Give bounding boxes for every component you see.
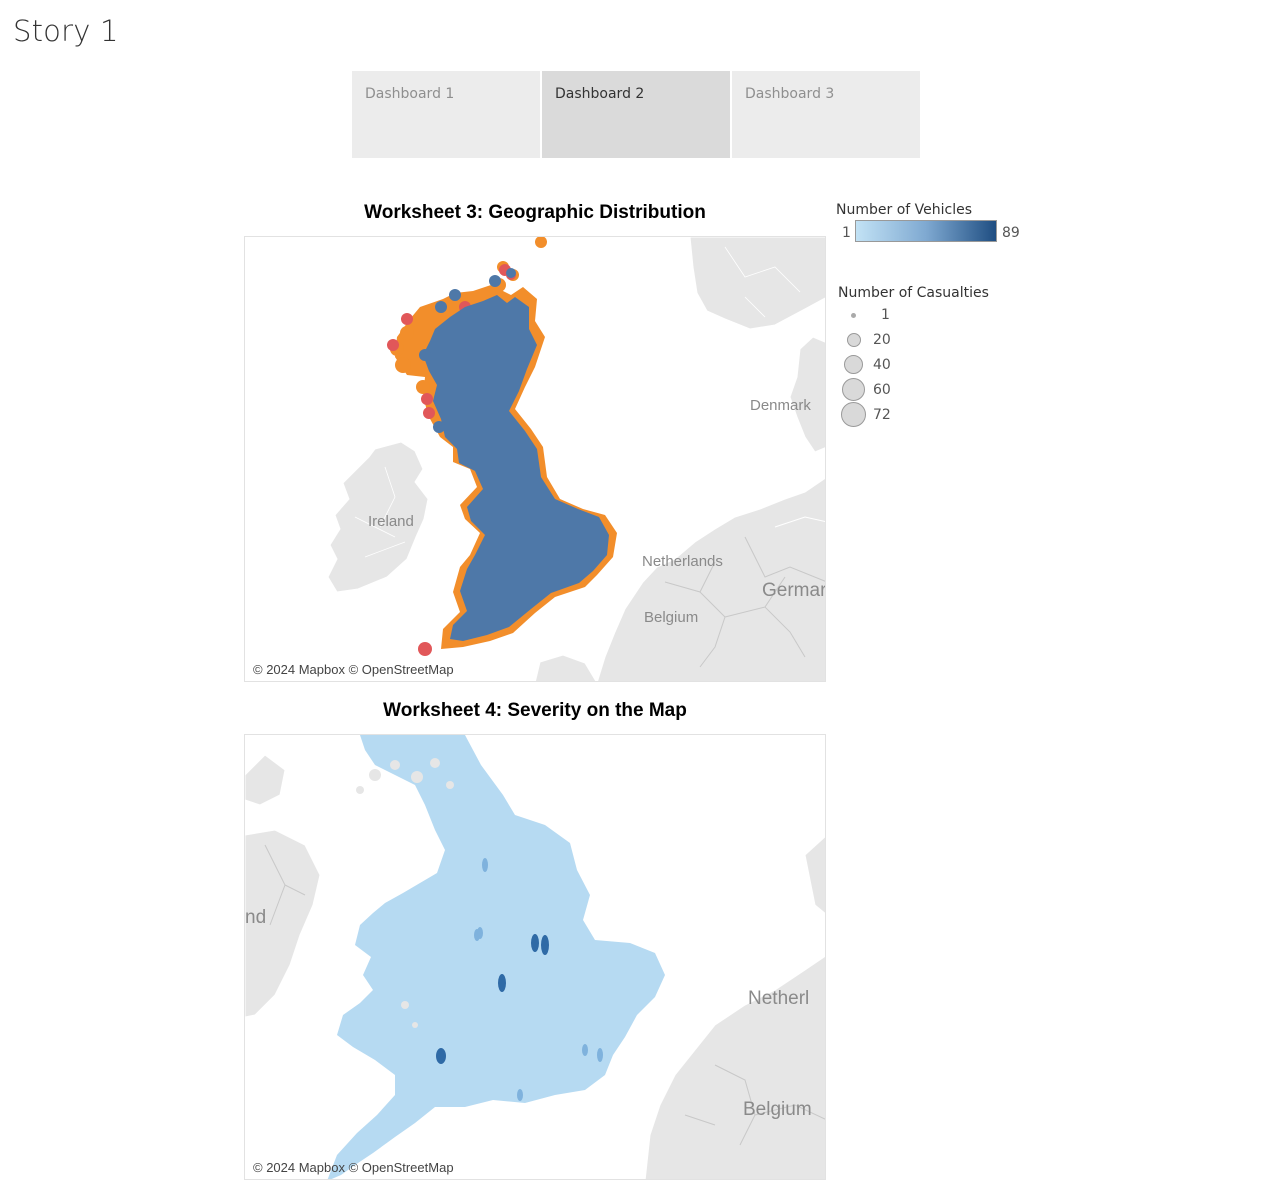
place-label-belgium: Belgium: [644, 609, 699, 626]
size-circle-icon: [842, 378, 865, 401]
place-label-netherlands: Netherlands: [642, 553, 723, 570]
geographic-distribution-map[interactable]: Denmark Ireland Netherlands Germar Belgi…: [244, 236, 826, 682]
continent-landmass: [597, 477, 825, 681]
vehicles-color-ramp: 1 89: [840, 220, 1040, 242]
uk-points-blue: [419, 268, 609, 641]
casualties-size-40: 40: [836, 355, 956, 377]
place-label-germany: Germar: [762, 580, 826, 601]
map-canvas-3: [327, 237, 825, 681]
severity-map[interactable]: nd Netherl Belgium © 2024 Mapbox © OpenS…: [244, 734, 826, 1180]
casualties-legend-title: Number of Casualties: [838, 285, 989, 301]
worksheet-3-title: Worksheet 3: Geographic Distribution: [364, 202, 706, 223]
story-title: Story 1: [13, 14, 119, 48]
place-label-ireland-partial: nd: [245, 907, 267, 928]
map-attribution[interactable]: © 2024 Mapbox © OpenStreetMap: [253, 662, 454, 677]
map-attribution[interactable]: © 2024 Mapbox © OpenStreetMap: [253, 1160, 454, 1175]
place-label-belgium: Belgium: [743, 1099, 812, 1120]
casualties-size-60: 60: [836, 378, 956, 402]
vehicles-legend-title: Number of Vehicles: [836, 202, 972, 218]
map-canvas-4: [245, 735, 825, 1179]
tab-dashboard-3[interactable]: Dashboard 3: [732, 71, 920, 158]
size-circle-icon: [844, 355, 863, 374]
england-wales-points: [327, 735, 665, 1179]
severity-dark-points: [436, 934, 549, 1064]
denmark-landmass: [789, 336, 825, 453]
ireland-landmass: [245, 829, 321, 1018]
vehicles-min-label: 1: [842, 225, 851, 241]
size-circle-icon: [851, 313, 856, 318]
size-circle-icon: [841, 402, 866, 427]
casualties-size-20: 20: [836, 330, 956, 352]
casualties-size-1: 1: [836, 305, 956, 327]
size-circle-icon: [847, 333, 861, 347]
vehicles-max-label: 89: [1002, 225, 1020, 241]
continent-landmass: [644, 955, 825, 1179]
casualties-size-72: 72: [836, 402, 956, 427]
vehicles-gradient-bar: [855, 220, 997, 242]
tab-dashboard-2[interactable]: Dashboard 2: [542, 71, 730, 158]
ireland-landmass: [327, 441, 429, 593]
vehicles-legend: Number of Vehicles 1 89: [836, 202, 1020, 242]
story-tab-bar: Dashboard 1 Dashboard 2 Dashboard 3: [352, 71, 920, 158]
casualties-legend: Number of Casualties 1 20 40 60 72: [836, 285, 1016, 435]
tab-dashboard-1[interactable]: Dashboard 1: [352, 71, 540, 158]
norway-landmass: [689, 237, 825, 330]
place-label-netherlands: Netherl: [748, 988, 810, 1009]
place-label-ireland: Ireland: [368, 513, 414, 530]
worksheet-4-title: Worksheet 4: Severity on the Map: [383, 700, 687, 721]
place-label-denmark: Denmark: [750, 397, 811, 414]
